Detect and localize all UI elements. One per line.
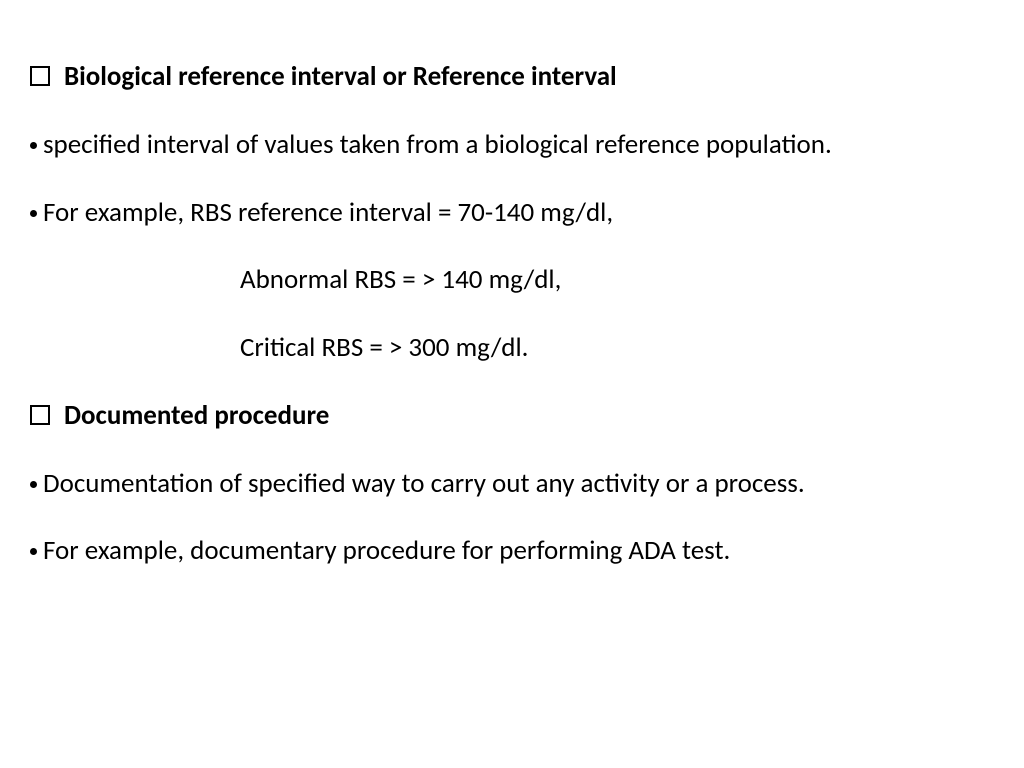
section1-bullet2: For example, RBS reference interval = 70… [43, 196, 994, 230]
bullet-icon [30, 210, 37, 217]
section2-bullet2-row: For example, documentary procedure for p… [30, 534, 994, 568]
checkbox-icon [30, 405, 50, 425]
bullet-icon [30, 142, 37, 149]
section1-sub1-row: Abnormal RBS = > 140 mg/dl, [30, 263, 994, 297]
section1-heading-row: Biological reference interval or Referen… [30, 60, 994, 94]
bullet-icon [30, 548, 37, 555]
section2-bullet2: For example, documentary procedure for p… [43, 534, 994, 568]
section1-sub2-row: Critical RBS = > 300 mg/dl. [30, 331, 994, 365]
section1-bullet2-row: For example, RBS reference interval = 70… [30, 196, 994, 230]
checkbox-icon [30, 66, 50, 86]
section2-heading: Documented procedure [64, 399, 994, 433]
section2-bullet1-row: Documentation of specified way to carry … [30, 467, 994, 501]
section2-heading-row: Documented procedure [30, 399, 994, 433]
section1-heading: Biological reference interval or Referen… [64, 60, 994, 94]
section1-sub1: Abnormal RBS = > 140 mg/dl, [240, 263, 994, 297]
section1-bullet1-row: specified interval of values taken from … [30, 128, 994, 162]
section1-sub2: Critical RBS = > 300 mg/dl. [240, 331, 994, 365]
section2-bullet1: Documentation of specified way to carry … [43, 467, 994, 501]
section1-bullet1: specified interval of values taken from … [43, 128, 994, 162]
bullet-icon [30, 481, 37, 488]
slide-content: Biological reference interval or Referen… [0, 0, 1024, 768]
